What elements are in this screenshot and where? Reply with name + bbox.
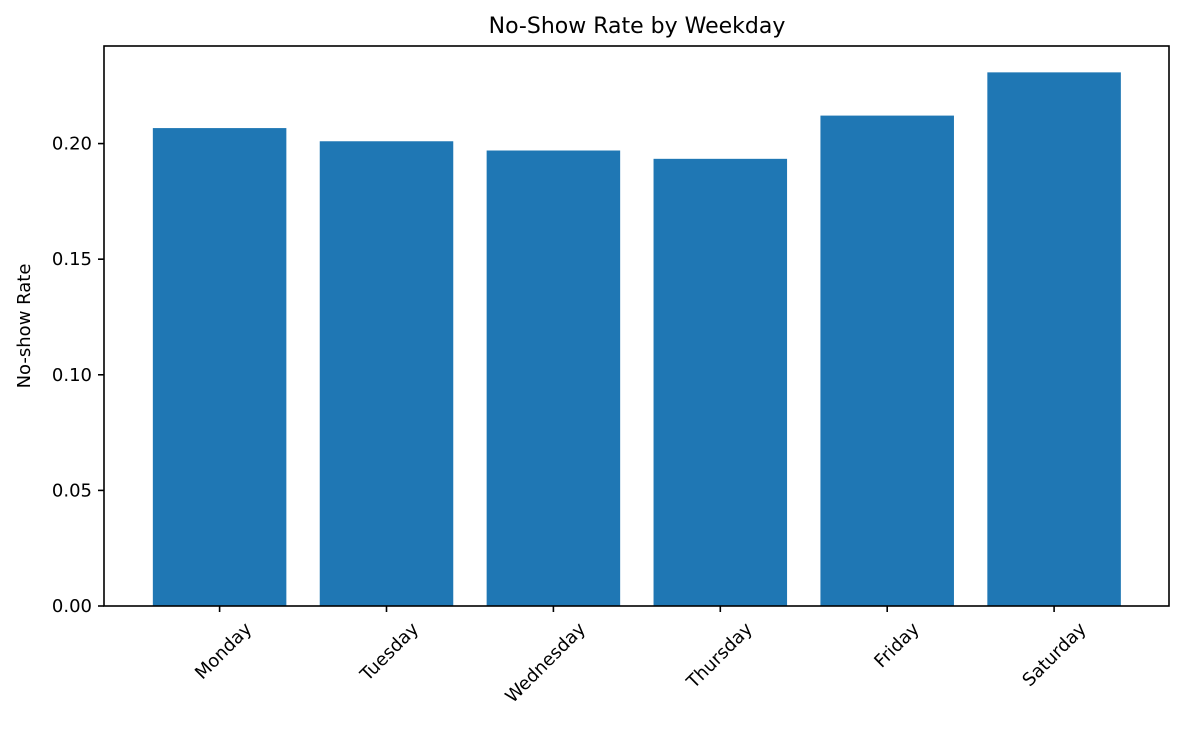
y-tick-label: 0.20 xyxy=(52,134,92,155)
y-tick-label: 0.15 xyxy=(52,249,92,270)
bar-friday xyxy=(820,115,954,606)
y-axis-label: No-show Rate xyxy=(14,264,35,389)
x-axis-ticks: Monday Tuesday Wednesday Thursday Friday Satu… xyxy=(191,606,1091,707)
bar-saturday xyxy=(987,72,1121,607)
x-tick-label: Friday xyxy=(870,618,924,672)
x-tick-label: Saturday xyxy=(1018,618,1090,690)
chart-title: No-Show Rate by Weekday xyxy=(489,14,786,39)
bars-group xyxy=(152,72,1121,607)
y-tick-label: 0.10 xyxy=(52,365,92,386)
bar-tuesday xyxy=(319,141,454,606)
x-tick-label: Monday xyxy=(191,618,256,683)
y-tick-label: 0.00 xyxy=(52,596,92,617)
bar-wednesday xyxy=(486,150,621,606)
y-axis-ticks: 0.00 0.05 0.10 0.15 0.20 xyxy=(52,134,104,617)
y-tick-label: 0.05 xyxy=(52,480,92,501)
x-tick-label: Wednesday xyxy=(501,618,590,707)
x-tick-label: Thursday xyxy=(682,618,757,693)
plot-area-frame xyxy=(103,45,1170,607)
bar-monday xyxy=(152,128,287,606)
x-tick-label: Tuesday xyxy=(356,618,424,686)
bar-thursday xyxy=(653,158,788,606)
